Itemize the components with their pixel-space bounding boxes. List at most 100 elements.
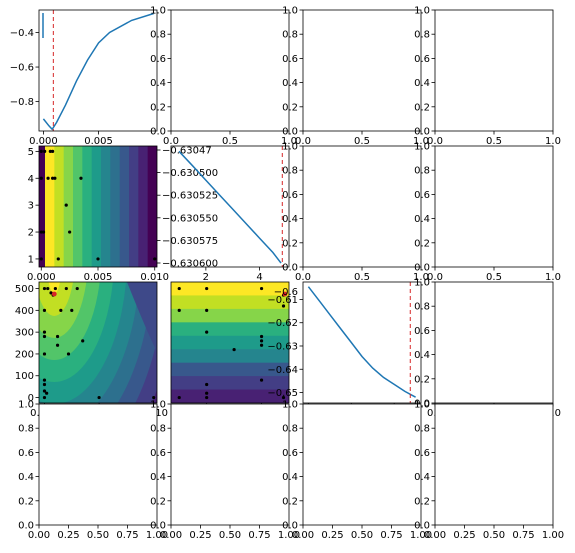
r2c0-ytick: 0	[28, 393, 34, 404]
r1c3-xtick: 0.0	[427, 272, 443, 283]
r1c1-xtick: 4	[256, 272, 262, 283]
r1c0-point	[39, 149, 43, 153]
r3c0-ytick: 0.4	[18, 472, 34, 483]
r2c1-band	[171, 295, 289, 310]
r1c0-point	[53, 176, 57, 180]
r2c0-contour	[39, 282, 74, 316]
r1c0-point	[43, 149, 47, 153]
r2c2-ytick: −0.61	[267, 295, 298, 306]
r3c0-empty-axes	[39, 404, 157, 525]
r2c1-point	[205, 286, 209, 291]
r0c1-empty-axes	[171, 10, 289, 131]
r3c1-ytick: 0.4	[150, 472, 166, 483]
r0c1-xtick: 0.0	[163, 136, 179, 147]
r1c2-ytick: 0.2	[282, 238, 298, 249]
r1c0-band	[147, 146, 157, 267]
r3c3-xtick: 0.75	[512, 530, 534, 541]
r1c0-band	[45, 146, 56, 267]
r2c1-point	[177, 395, 181, 400]
r1c0-colorbar-tick: −0.630575	[162, 236, 218, 247]
r0c0-series-line	[42, 12, 154, 131]
r1c0-point	[39, 230, 43, 234]
r1c0-band	[82, 146, 93, 267]
r2c3-ytick: 1.0	[414, 278, 430, 289]
r0c1-ytick: 1.0	[150, 6, 166, 17]
r2c0-point	[152, 395, 156, 400]
r2c2-ytick: −0.64	[267, 365, 298, 376]
r1c0-point	[64, 203, 68, 207]
r3c1-ytick: 0.6	[150, 448, 166, 459]
r3c2-xtick: 0.75	[380, 530, 402, 541]
r3c2-ytick: 0.8	[282, 424, 298, 435]
r2c0-frame	[38, 281, 158, 404]
r2c3-ytick: 0.2	[414, 374, 430, 385]
r2c0-point	[70, 308, 74, 312]
r0c3-xtick: 0.5	[486, 136, 502, 147]
r1c3-xtick: 0.5	[486, 272, 502, 283]
r1c0-point	[39, 257, 43, 261]
r2c1-point	[205, 391, 209, 395]
r2c2-ytick: −0.62	[267, 318, 298, 329]
r3c1-frame	[170, 403, 290, 526]
r2c0-point	[59, 308, 63, 312]
r3c2-ytick: 0.4	[282, 472, 298, 483]
r2c0-point	[42, 395, 47, 400]
r3c1-xtick: 0.50	[219, 530, 241, 541]
r3c1-ytick: 0.0	[150, 521, 166, 532]
r1c1-series-line	[178, 150, 282, 264]
r1c0-band	[101, 146, 112, 267]
r2c1-point	[281, 395, 286, 400]
r2c0-point	[49, 291, 53, 295]
r2c3-ytick: 0.6	[414, 326, 430, 337]
r0c0-ytick: −0.4	[10, 28, 34, 39]
r3c1-empty-axes	[171, 404, 289, 525]
r2c1-band	[171, 376, 289, 391]
r0c3-empty-axes	[435, 10, 553, 131]
r2c1-point	[205, 330, 209, 334]
r1c1-frame	[170, 145, 290, 268]
r3c1-ytick: 1.0	[150, 400, 166, 411]
r1c2-frame	[302, 145, 422, 268]
r1c2-ytick: 0.8	[282, 166, 298, 177]
r1c0-colorbar-tick: −0.63047	[162, 146, 212, 157]
r1c3-ytick: 0.6	[414, 190, 430, 201]
r0c3-ytick: 0.8	[414, 30, 430, 41]
r2c1-band	[171, 282, 289, 297]
r0c2-ytick: 1.0	[282, 6, 298, 17]
r3c0-ytick: 0.8	[18, 424, 34, 435]
r2c1-point	[259, 378, 264, 382]
r0c2-frame	[302, 9, 422, 132]
r3c0-xtick: 0.00	[28, 530, 50, 541]
r3c0-ytick: 0.2	[18, 496, 34, 507]
r2c0-point	[75, 286, 79, 291]
r1c0-point	[96, 257, 100, 261]
r2c3-empty-axes	[435, 282, 553, 403]
r0c0-ytick: −0.6	[10, 63, 34, 74]
r0c2-ytick: 0.0	[282, 127, 298, 138]
r3c3-ytick: 0.6	[414, 448, 430, 459]
r2c0-ytick: 400	[15, 306, 34, 317]
r0c2-xtick: 0.5	[354, 136, 370, 147]
r3c0-frame	[38, 403, 158, 526]
r0c3-ytick: 0.0	[414, 127, 430, 138]
r0c1-xtick: 0.5	[222, 136, 238, 147]
r0c0-xtick: 0.000	[29, 136, 58, 147]
r1c0-ytick: 4	[28, 174, 34, 185]
r1c0-colorbar-tick: −0.630525	[162, 191, 218, 202]
r0c3-ytick: 0.2	[414, 102, 430, 113]
r2c0-point	[42, 378, 47, 382]
r2c0-ytick: 100	[15, 371, 34, 382]
r3c0-ytick: 1.0	[18, 400, 34, 411]
r0c2-xtick: 0.0	[295, 136, 311, 147]
r1c3-ytick: 0.2	[414, 238, 430, 249]
r0c3-ytick: 1.0	[414, 6, 430, 17]
r1c0-point	[39, 176, 43, 180]
r2c2-ytick-top: −0.6	[274, 287, 298, 298]
r2c1-band	[171, 322, 289, 337]
r1c0-band	[129, 146, 140, 267]
r2c0-point	[66, 352, 71, 356]
r1c0-band	[110, 146, 121, 267]
r1c3-frame	[434, 145, 554, 268]
r1c0-xtick: 0.005	[84, 272, 113, 283]
